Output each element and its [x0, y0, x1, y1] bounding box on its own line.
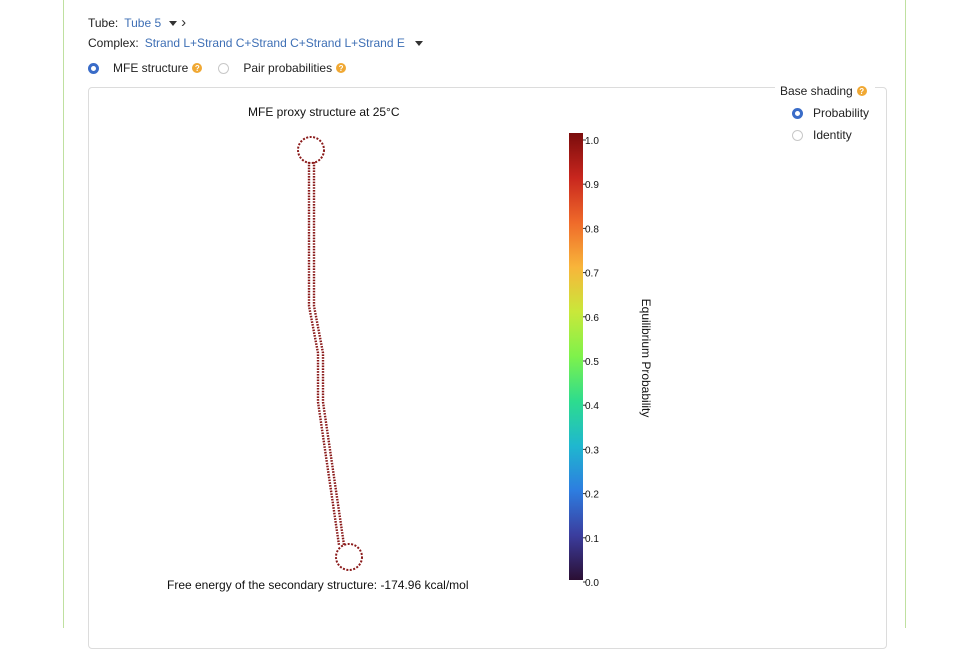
helix-strand-left — [307, 162, 341, 546]
colorbar-tick-label: 0.1 — [585, 534, 599, 545]
pair-probabilities-help-icon[interactable]: ? — [336, 63, 347, 73]
complex-row: Complex: Strand L+Strand C+Strand C+Stra… — [88, 36, 423, 50]
base-shading-title: Base shading — [780, 84, 853, 98]
colorbar-tick-label: 0.9 — [585, 180, 599, 191]
left-frame-border — [63, 0, 64, 628]
base-shading-help-icon[interactable]: ? — [856, 86, 867, 96]
probability-label[interactable]: Probability — [813, 106, 870, 120]
pair-probabilities-radio[interactable] — [218, 62, 230, 74]
colorbar-tick-label: 1.0 — [585, 136, 599, 147]
complex-select[interactable]: Strand L+Strand C+Strand C+Strand L+Stra… — [144, 36, 405, 50]
probability-radio[interactable] — [792, 107, 803, 119]
view-mode-group: MFE structure ? Pair probabilities ? — [88, 61, 347, 75]
mfe-help-icon[interactable]: ? — [192, 63, 203, 73]
colorbar-tick-label: 0.7 — [585, 269, 599, 280]
probability-colorbar: 1.0 0.9 0.8 0.7 0.6 0.5 0.4 0.3 0.2 0.1 0.0 Equili… — [569, 133, 653, 588]
chevron-right-icon[interactable]: › — [181, 14, 187, 31]
pair-probabilities-label[interactable]: Pair probabilities — [243, 61, 333, 75]
colorbar-tick-label: 0.6 — [585, 313, 599, 324]
structure-title: MFE proxy structure at 25°C — [248, 105, 400, 119]
colorbar-gradient — [569, 133, 583, 580]
bottom-hairpin-loop — [335, 543, 363, 571]
complex-dropdown-caret-icon[interactable] — [414, 40, 423, 46]
colorbar-tick-label: 0.8 — [585, 224, 599, 235]
colorbar-tick-label: 0.2 — [585, 490, 599, 501]
mfe-structure-radio[interactable] — [88, 62, 99, 74]
complex-label: Complex: — [88, 36, 139, 50]
identity-radio[interactable] — [792, 129, 803, 141]
free-energy-text: Free energy of the secondary structure: … — [167, 578, 469, 592]
top-hairpin-loop — [297, 136, 325, 164]
structure-panel — [88, 87, 887, 649]
colorbar-label: Equilibrium Probability — [639, 299, 653, 418]
helix-strand-right — [312, 162, 346, 546]
mfe-structure-label[interactable]: MFE structure — [113, 61, 189, 75]
tube-dropdown-caret-icon[interactable] — [169, 20, 178, 26]
colorbar-tick-label: 0.4 — [585, 401, 599, 412]
colorbar-tick-label: 0.5 — [585, 357, 599, 368]
colorbar-tick-label: 0.0 — [585, 578, 599, 588]
identity-label[interactable]: Identity — [813, 128, 852, 142]
mfe-structure-diagram — [297, 136, 363, 571]
tube-select[interactable]: Tube 5 — [124, 16, 162, 30]
tube-row: Tube: Tube 5 › — [88, 14, 187, 31]
base-shading-control: Base shading ? Probability Identity — [775, 82, 875, 152]
tube-label: Tube: — [88, 16, 119, 30]
colorbar-tick-label: 0.3 — [585, 445, 599, 456]
right-frame-border — [905, 0, 906, 628]
